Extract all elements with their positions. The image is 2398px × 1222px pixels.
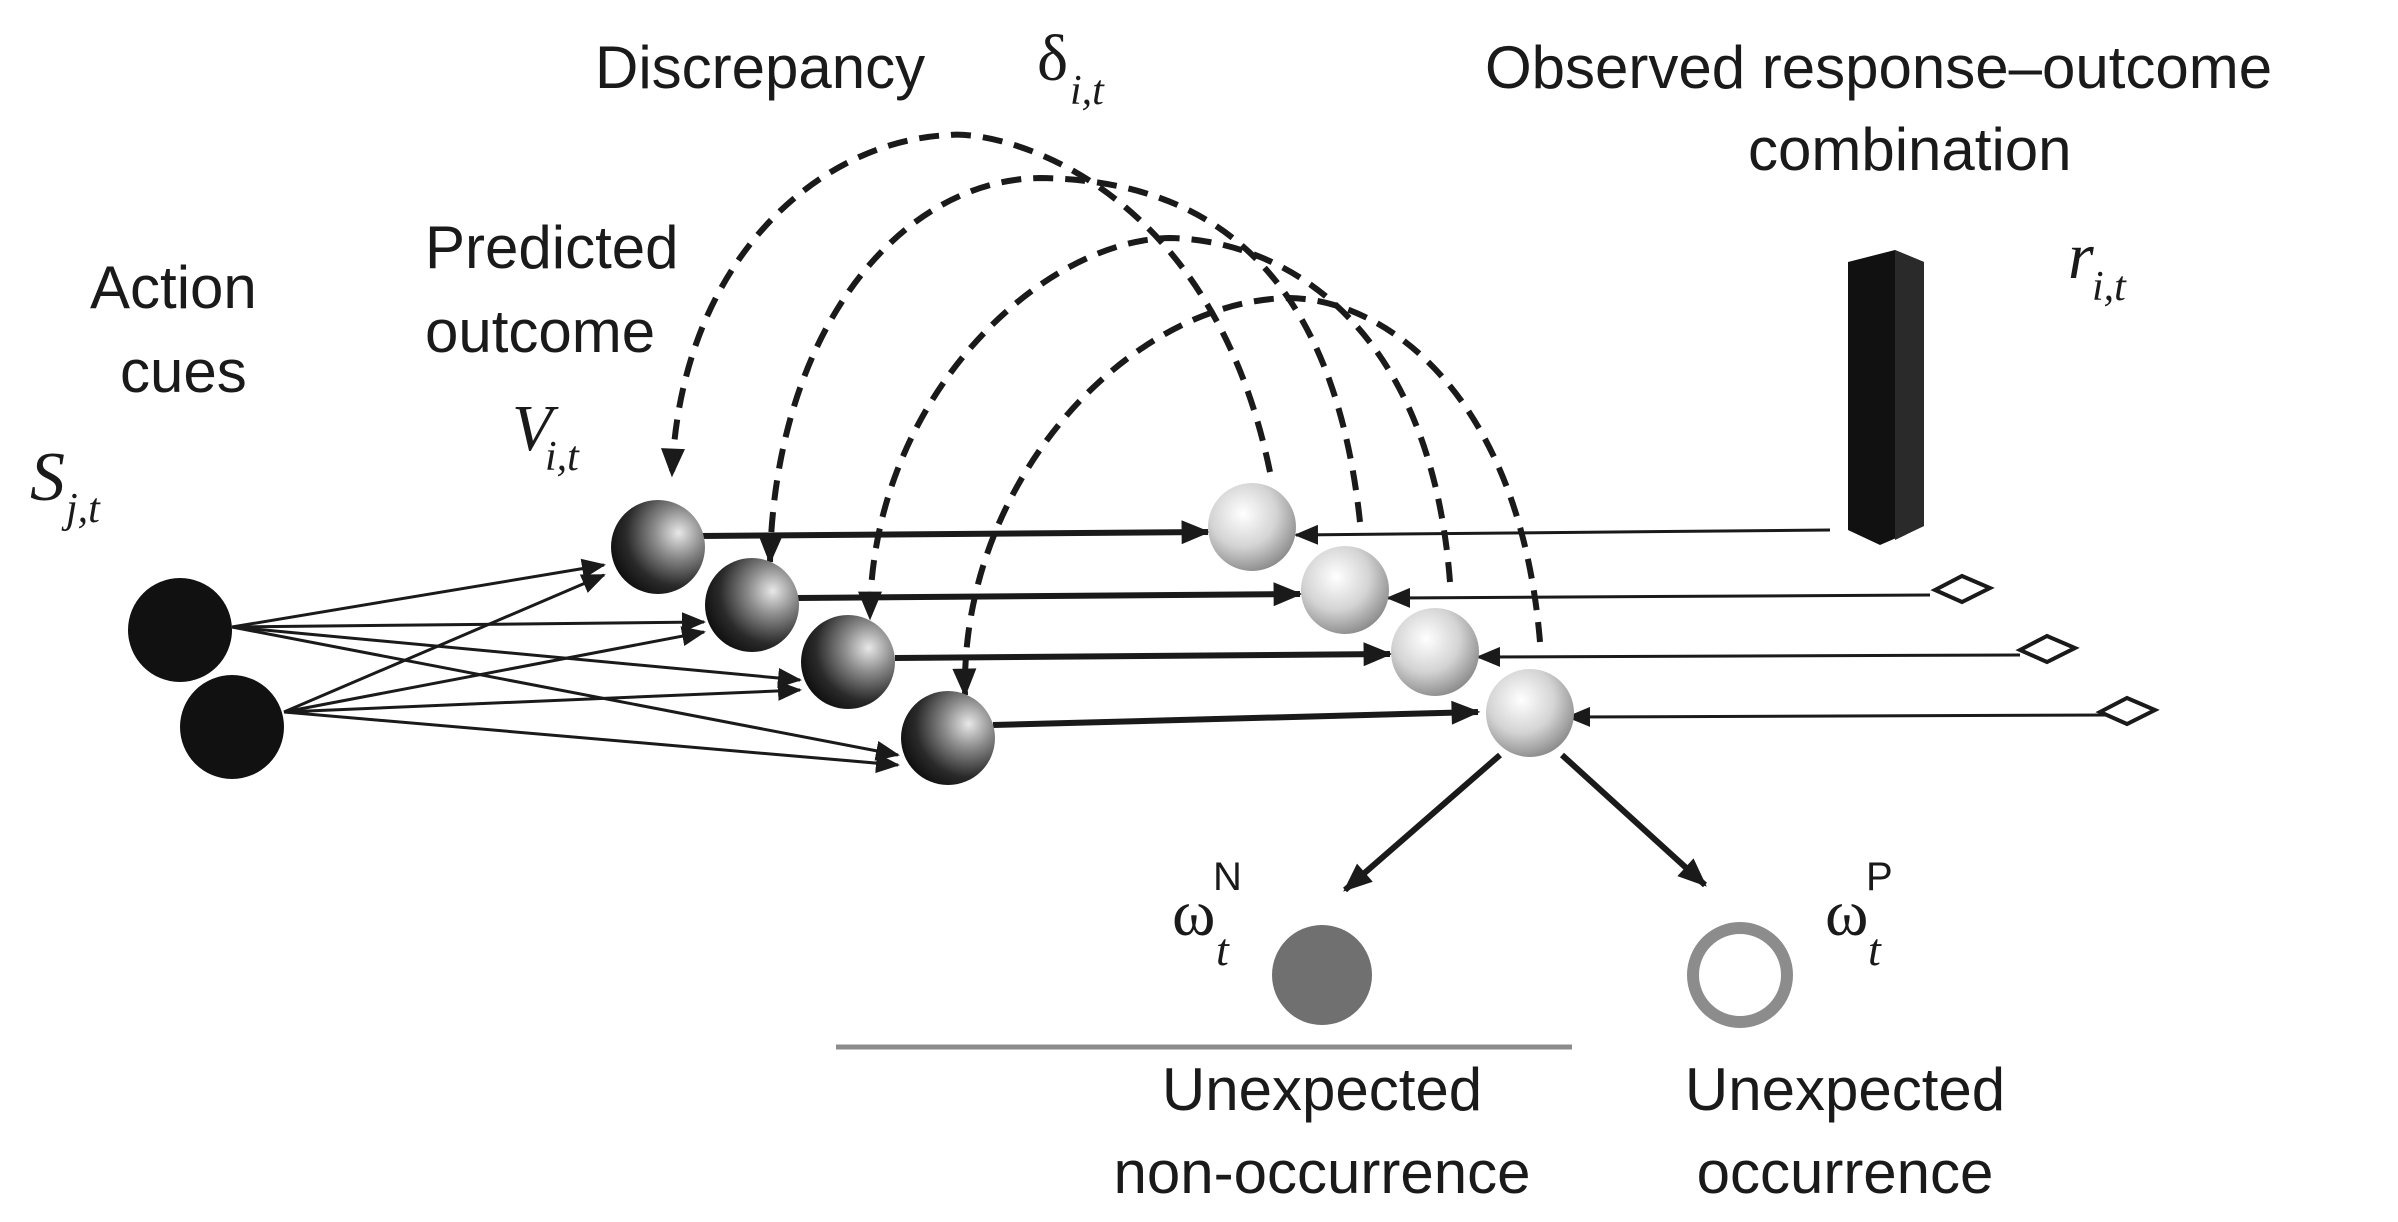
delta-subscript: i,t — [1070, 68, 1105, 114]
cue1-to-pred4 — [231, 625, 900, 761]
discrepancy-arc-3 — [858, 234, 1453, 621]
r-main: r — [2068, 220, 2094, 293]
observed-diamond-marker-3 — [2095, 695, 2160, 727]
prediction-arrows — [699, 520, 1481, 728]
observed-to-obs3 — [1476, 646, 2021, 667]
delta-main: δ — [1037, 22, 1068, 95]
omega-p-superscript: P — [1866, 855, 1893, 899]
observed-diamond-marker-2 — [2015, 633, 2080, 665]
unexpected-non-line-2: non-occurrence — [1114, 1139, 1531, 1206]
cue-connections — [231, 558, 900, 774]
pred2-to-obs2 — [797, 582, 1303, 607]
action-cue-node-2 — [180, 675, 284, 779]
discrepancy-label: Discrepancy δ i,t — [595, 22, 1105, 114]
cue1-to-pred1 — [231, 558, 606, 629]
action-cues-label: Action cues — [90, 254, 257, 405]
observed-to-obs2 — [1386, 587, 1931, 608]
outcome-arrows — [1343, 752, 1708, 893]
omega-p-main: ω — [1825, 877, 1868, 950]
observed-line-2: combination — [1748, 116, 2072, 183]
omega-p-subscript: t — [1868, 924, 1882, 975]
action-cues-line-2: cues — [120, 338, 247, 405]
observation-node-4 — [1486, 669, 1574, 757]
discrepancy-text: Discrepancy — [595, 34, 925, 101]
cue2-to-pred4 — [283, 710, 900, 774]
omega-n-symbol: ω t N — [1172, 855, 1242, 975]
action-cue-node-1 — [128, 578, 232, 682]
pred1-to-obs1 — [699, 520, 1211, 545]
v-symbol: V i,t — [512, 392, 580, 480]
discrepancy-arcs — [661, 131, 1543, 698]
occurrence-node — [1687, 922, 1793, 1028]
predicted-node-3 — [801, 615, 895, 709]
omega-n-subscript: t — [1216, 924, 1230, 975]
s-main: S — [30, 439, 65, 516]
v-subscript: i,t — [545, 434, 580, 480]
v-main: V — [512, 392, 559, 465]
predicted-outcome-label: Predicted outcome — [425, 214, 678, 365]
unexpected-occ-line-1: Unexpected — [1685, 1056, 2005, 1123]
observation-node-1 — [1208, 483, 1296, 571]
discrepancy-arc-4 — [952, 294, 1543, 698]
cue2-to-pred2 — [283, 626, 706, 714]
non-occurrence-node — [1272, 925, 1372, 1025]
discrepancy-arc-1 — [661, 131, 1273, 478]
cue1-to-pred2 — [231, 612, 706, 633]
observed-line-1: Observed response–outcome — [1485, 34, 2272, 101]
r-symbol: r i,t — [2068, 220, 2127, 310]
cue2-to-pred3 — [283, 680, 802, 714]
observation-node-2 — [1301, 546, 1389, 634]
observed-to-obs1 — [1294, 524, 1831, 545]
observed-to-obs4 — [1566, 706, 2111, 727]
observed-combination-label: Observed response–outcome combination — [1485, 34, 2272, 183]
observed-diamond-marker-1 — [1930, 573, 1995, 605]
unexpected-occ-line-2: occurrence — [1697, 1139, 1994, 1206]
omega-p-symbol: ω t P — [1825, 855, 1893, 975]
arrow-to-occurrence — [1559, 752, 1708, 888]
predicted-outcome-line-2: outcome — [425, 298, 655, 365]
r-subscript: i,t — [2092, 264, 2127, 310]
discrepancy-arc-2 — [758, 174, 1363, 565]
cue1-to-pred3 — [231, 625, 802, 688]
unexpected-non-line-1: Unexpected — [1162, 1056, 1482, 1123]
observation-node-3 — [1391, 608, 1479, 696]
s-symbol: S j,t — [30, 439, 101, 532]
s-subscript: j,t — [61, 486, 101, 532]
omega-n-main: ω — [1172, 877, 1215, 950]
arrow-to-non-occurrence — [1343, 752, 1502, 893]
predicted-outcome-line-1: Predicted — [425, 214, 678, 281]
action-cues-line-1: Action — [90, 254, 257, 321]
unexpected-occurrence-label: Unexpected occurrence — [1685, 1056, 2005, 1206]
predicted-node-1 — [611, 500, 705, 594]
predicted-node-4 — [901, 691, 995, 785]
pred3-to-obs3 — [894, 642, 1393, 667]
unexpected-non-occurrence-label: Unexpected non-occurrence — [1114, 1056, 1531, 1206]
pred4-to-obs4 — [992, 700, 1481, 728]
predicted-node-2 — [705, 558, 799, 652]
observed-arrows — [1294, 524, 2111, 727]
omega-n-superscript: N — [1213, 855, 1242, 899]
cue2-to-pred1 — [283, 573, 606, 714]
observed-bar-marker — [1848, 250, 1924, 545]
